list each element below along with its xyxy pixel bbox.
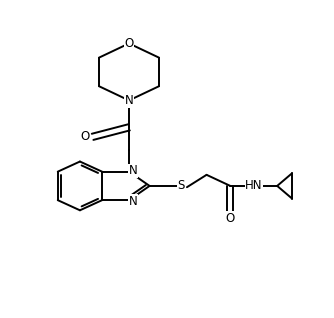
Text: O: O bbox=[80, 130, 89, 143]
Text: N: N bbox=[125, 94, 133, 107]
Text: N: N bbox=[129, 164, 138, 177]
Text: HN: HN bbox=[245, 179, 263, 192]
Text: O: O bbox=[225, 212, 234, 225]
Text: N: N bbox=[129, 195, 138, 208]
Text: S: S bbox=[178, 179, 185, 192]
Text: O: O bbox=[124, 37, 134, 50]
